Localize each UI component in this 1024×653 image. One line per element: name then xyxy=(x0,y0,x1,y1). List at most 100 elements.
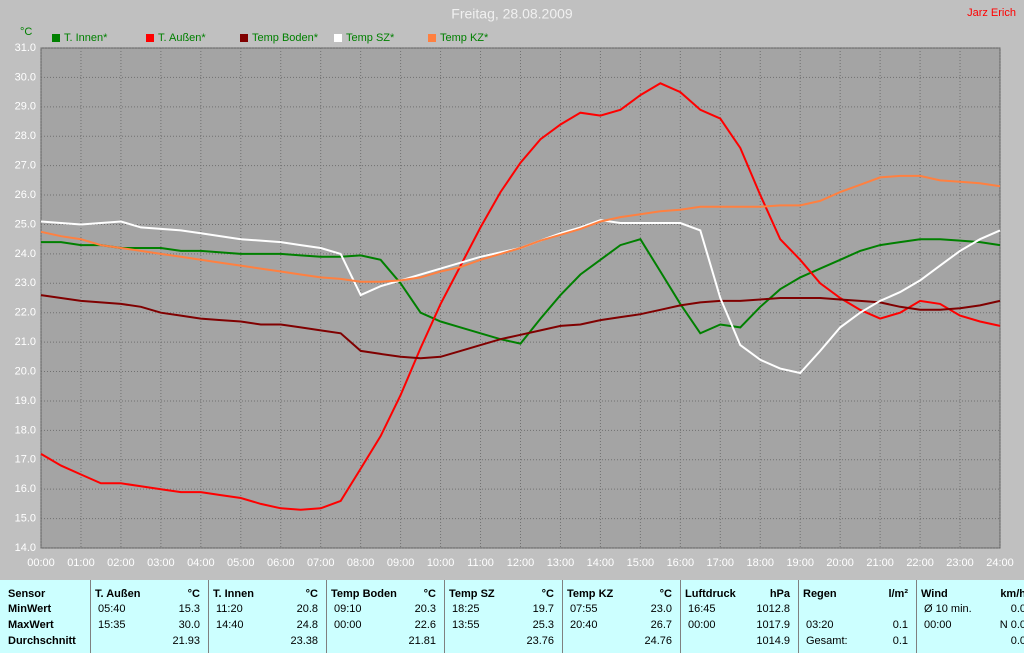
cell-time: 05:40 xyxy=(98,603,126,615)
column-separator xyxy=(916,580,917,653)
cell-time: 07:55 xyxy=(570,603,598,615)
x-tick-label: 05:00 xyxy=(227,557,255,569)
x-tick-label: 22:00 xyxy=(906,557,934,569)
cell-value: 1014.9 xyxy=(756,635,790,647)
column-unit: °C xyxy=(541,588,554,600)
y-tick-label: 24.0 xyxy=(15,248,36,260)
column-name: Temp Boden xyxy=(331,588,397,600)
cell-time: 09:10 xyxy=(334,603,362,615)
x-tick-label: 16:00 xyxy=(667,557,695,569)
x-tick-label: 14:00 xyxy=(587,557,615,569)
column-name: Wind xyxy=(921,588,948,600)
column-unit: km/h xyxy=(1000,588,1024,600)
legend-label: Temp Boden* xyxy=(252,32,319,44)
y-tick-label: 27.0 xyxy=(15,160,36,172)
row-label: MaxWert xyxy=(8,619,54,631)
x-tick-label: 06:00 xyxy=(267,557,295,569)
x-tick-label: 07:00 xyxy=(307,557,335,569)
x-tick-label: 01:00 xyxy=(67,557,95,569)
cell-value: 23.38 xyxy=(290,635,318,647)
cell-time: 15:35 xyxy=(98,619,126,631)
cell-value: 20.8 xyxy=(296,603,318,615)
y-tick-label: 18.0 xyxy=(15,424,36,436)
column-separator xyxy=(90,580,91,653)
cell-time: Ø 10 min. xyxy=(924,603,972,615)
x-tick-label: 02:00 xyxy=(107,557,135,569)
legend-swatch xyxy=(240,34,248,42)
cell-time: 11:20 xyxy=(216,603,243,615)
column-name: Regen xyxy=(803,588,837,600)
x-tick-label: 00:00 xyxy=(27,557,55,569)
x-tick-label: 23:00 xyxy=(946,557,974,569)
column-unit: °C xyxy=(187,588,200,600)
column-unit: °C xyxy=(305,588,318,600)
column-name: T. Innen xyxy=(213,588,254,600)
y-tick-label: 30.0 xyxy=(15,71,36,83)
cell-time: Gesamt: xyxy=(806,635,848,647)
y-tick-label: 25.0 xyxy=(15,218,36,230)
legend-label: Temp SZ* xyxy=(346,32,395,44)
y-tick-label: 19.0 xyxy=(15,395,36,407)
x-tick-label: 13:00 xyxy=(547,557,575,569)
chart-title: Freitag, 28.08.2009 xyxy=(451,6,573,22)
legend-swatch xyxy=(52,34,60,42)
legend-label: T. Außen* xyxy=(158,32,206,44)
cell-value: 23.76 xyxy=(526,635,554,647)
column-name: T. Außen xyxy=(95,588,141,600)
y-tick-label: 22.0 xyxy=(15,307,36,319)
cell-value: 30.0 xyxy=(178,619,200,631)
series-line xyxy=(40,82,1001,511)
cell-time: 16:45 xyxy=(688,603,716,615)
column-name: Temp SZ xyxy=(449,588,495,600)
column-separator xyxy=(444,580,445,653)
legend-swatch xyxy=(428,34,436,42)
x-tick-label: 08:00 xyxy=(347,557,375,569)
x-tick-label: 09:00 xyxy=(387,557,415,569)
cell-value: 23.0 xyxy=(650,603,672,615)
x-tick-label: 11:00 xyxy=(467,557,494,569)
column-separator xyxy=(798,580,799,653)
cell-value: 0.0 xyxy=(1010,635,1024,647)
column-unit: °C xyxy=(423,588,436,600)
y-tick-label: 20.0 xyxy=(15,365,36,377)
cell-value: 1017.9 xyxy=(756,619,790,631)
y-tick-label: 17.0 xyxy=(15,454,36,466)
column-name: Luftdruck xyxy=(685,588,736,600)
x-tick-label: 10:00 xyxy=(427,557,455,569)
cell-time: 03:20 xyxy=(806,619,834,631)
series-line xyxy=(40,174,1001,283)
column-separator xyxy=(326,580,327,653)
cell-value: 15.3 xyxy=(178,603,200,615)
y-tick-label: 29.0 xyxy=(15,101,36,113)
column-separator xyxy=(208,580,209,653)
cell-value: 1012.8 xyxy=(756,603,790,615)
x-tick-label: 15:00 xyxy=(627,557,655,569)
stats-table: Sensor MinWert MaxWert Durchschnitt T. Außen… xyxy=(0,580,1024,653)
x-tick-label: 12:00 xyxy=(507,557,535,569)
column-unit: hPa xyxy=(769,588,790,600)
column-name: Temp KZ xyxy=(567,588,614,600)
cell-value: 24.8 xyxy=(296,619,318,631)
y-tick-label: 26.0 xyxy=(15,189,36,201)
legend-swatch xyxy=(146,34,154,42)
author: Jarz Erich xyxy=(967,7,1016,19)
cell-value: 24.76 xyxy=(644,635,672,647)
x-tick-label: 20:00 xyxy=(826,557,854,569)
row-label: Durchschnitt xyxy=(8,635,76,647)
cell-value: 20.3 xyxy=(414,603,436,615)
row-label: Sensor xyxy=(8,588,46,600)
cell-time: 00:00 xyxy=(334,619,362,631)
column-separator xyxy=(562,580,563,653)
row-label: MinWert xyxy=(8,603,52,615)
cell-value: N 0.0 xyxy=(999,619,1024,631)
cell-value: 25.3 xyxy=(532,619,554,631)
x-tick-label: 21:00 xyxy=(866,557,894,569)
y-tick-label: 16.0 xyxy=(15,483,36,495)
column-separator xyxy=(680,580,681,653)
y-tick-label: 31.0 xyxy=(15,42,36,54)
cell-value: 0.0 xyxy=(1010,603,1024,615)
legend-label: T. Innen* xyxy=(64,32,108,44)
y-tick-label: 28.0 xyxy=(15,130,36,142)
cell-time: 14:40 xyxy=(216,619,244,631)
